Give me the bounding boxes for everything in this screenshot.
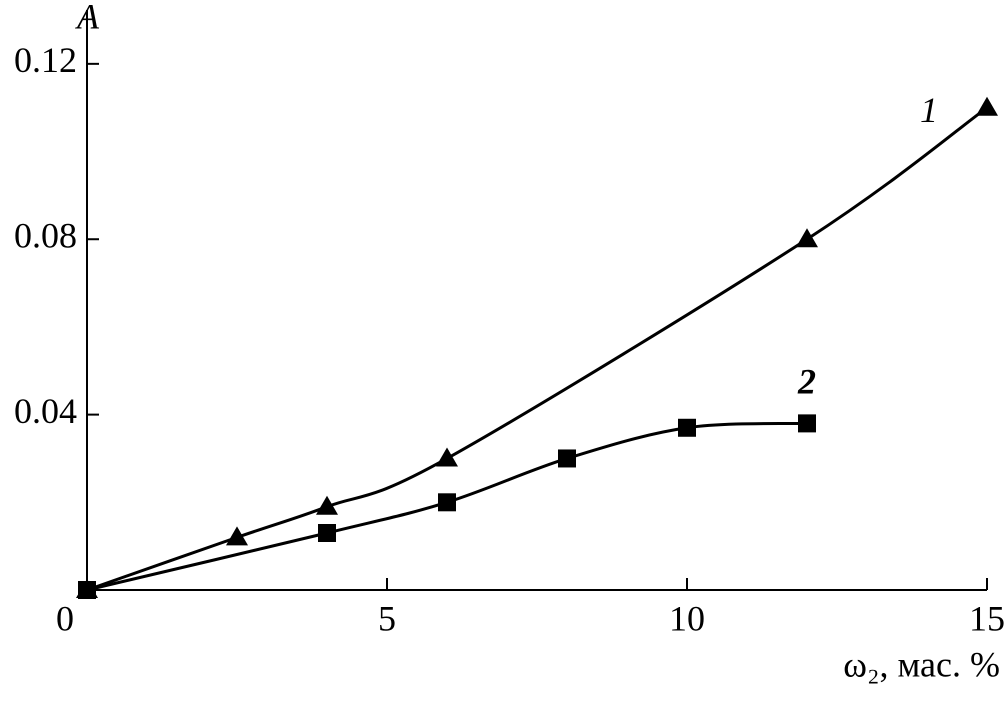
x-tick-label: 10 bbox=[669, 598, 705, 638]
triangle-marker bbox=[436, 447, 458, 467]
series-line bbox=[86, 106, 988, 592]
square-marker bbox=[798, 414, 816, 433]
series-label: 1 bbox=[920, 90, 938, 130]
square-marker bbox=[78, 581, 96, 599]
y-tick-label: 0.12 bbox=[14, 40, 77, 80]
y-tick-label: 0.04 bbox=[14, 391, 77, 431]
triangle-marker bbox=[796, 228, 818, 248]
y-tick-label: 0.08 bbox=[14, 215, 77, 255]
x-tick-label: 0 bbox=[56, 598, 74, 638]
square-marker bbox=[438, 493, 456, 512]
square-marker bbox=[318, 524, 336, 542]
series-label: 2 bbox=[797, 362, 816, 402]
square-marker bbox=[678, 418, 696, 437]
x-tick-label: 5 bbox=[378, 598, 396, 638]
x-tick-label: 15 bbox=[969, 598, 1005, 638]
triangle-marker bbox=[316, 495, 338, 515]
triangle-marker bbox=[226, 526, 248, 546]
square-marker bbox=[558, 449, 576, 468]
x-axis-label: ω₂, мас. % bbox=[843, 644, 1000, 684]
triangle-marker bbox=[976, 96, 998, 116]
